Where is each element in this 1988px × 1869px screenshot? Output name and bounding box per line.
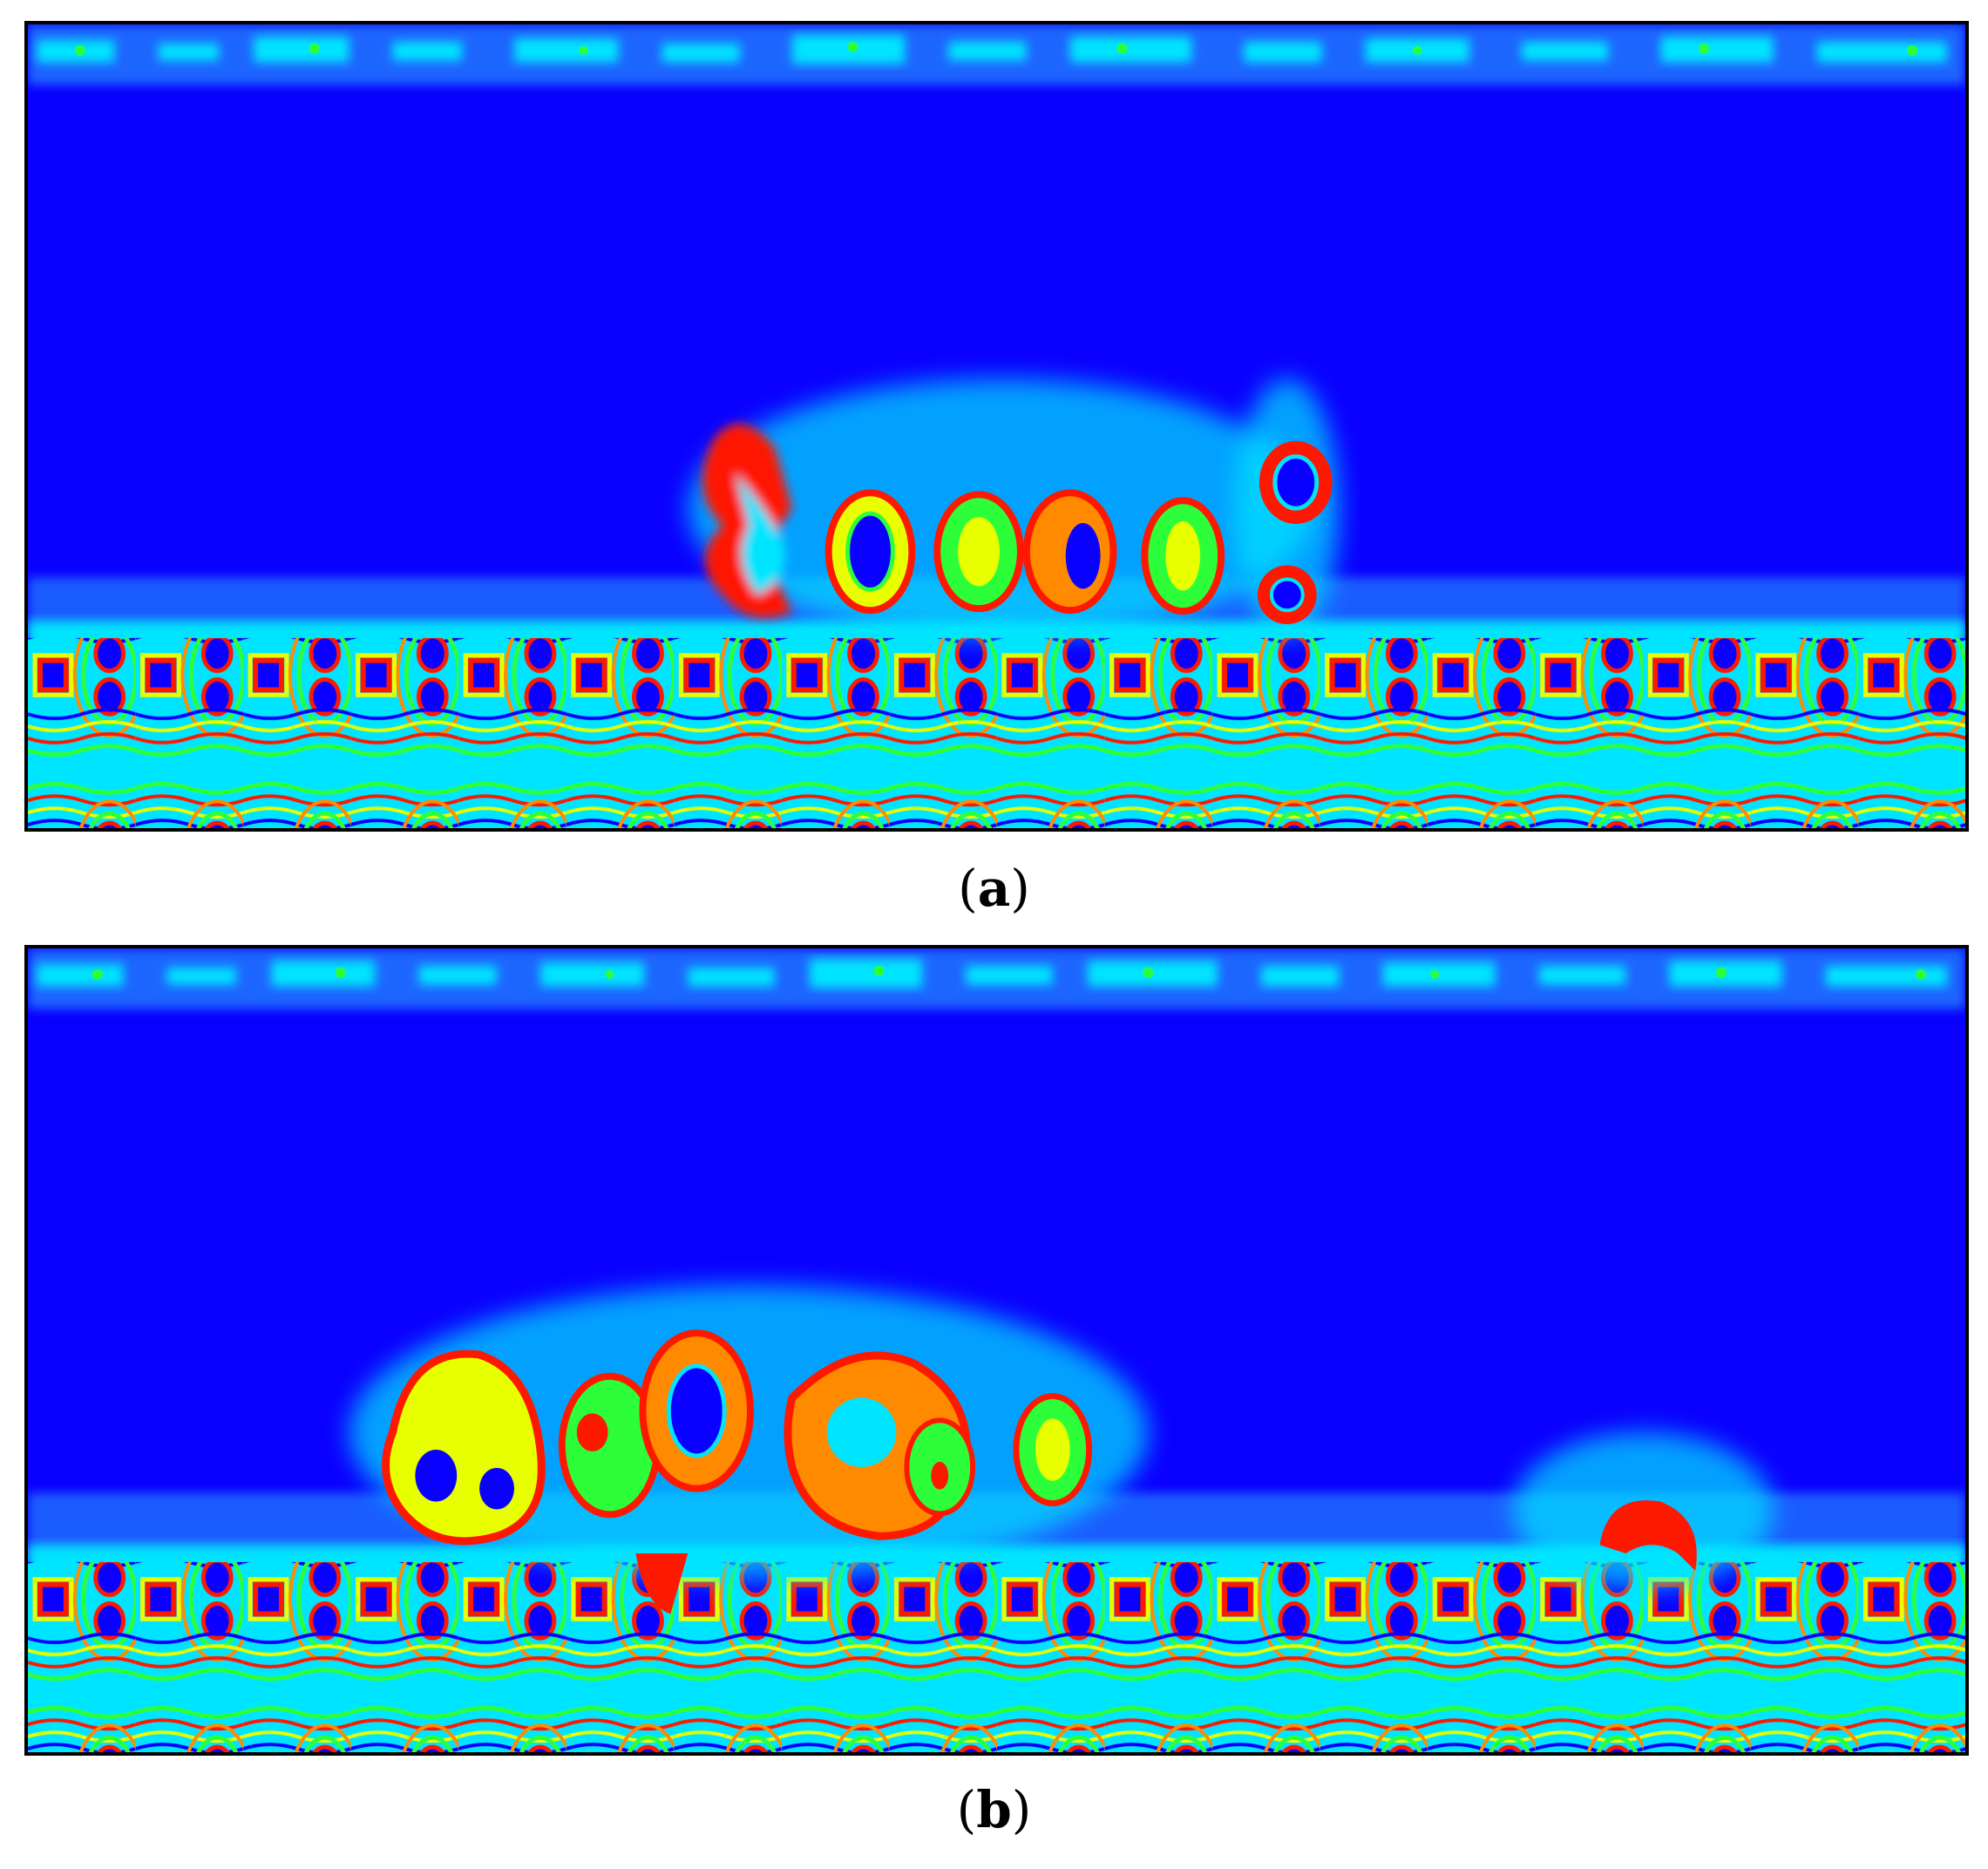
field-image-a (24, 21, 1969, 832)
caption-b: (b) (956, 1780, 1032, 1839)
field-svg-b (28, 948, 1965, 1752)
field-svg-a (28, 24, 1965, 828)
field-image-b (24, 945, 1969, 1756)
caption-a: (a) (958, 859, 1030, 918)
